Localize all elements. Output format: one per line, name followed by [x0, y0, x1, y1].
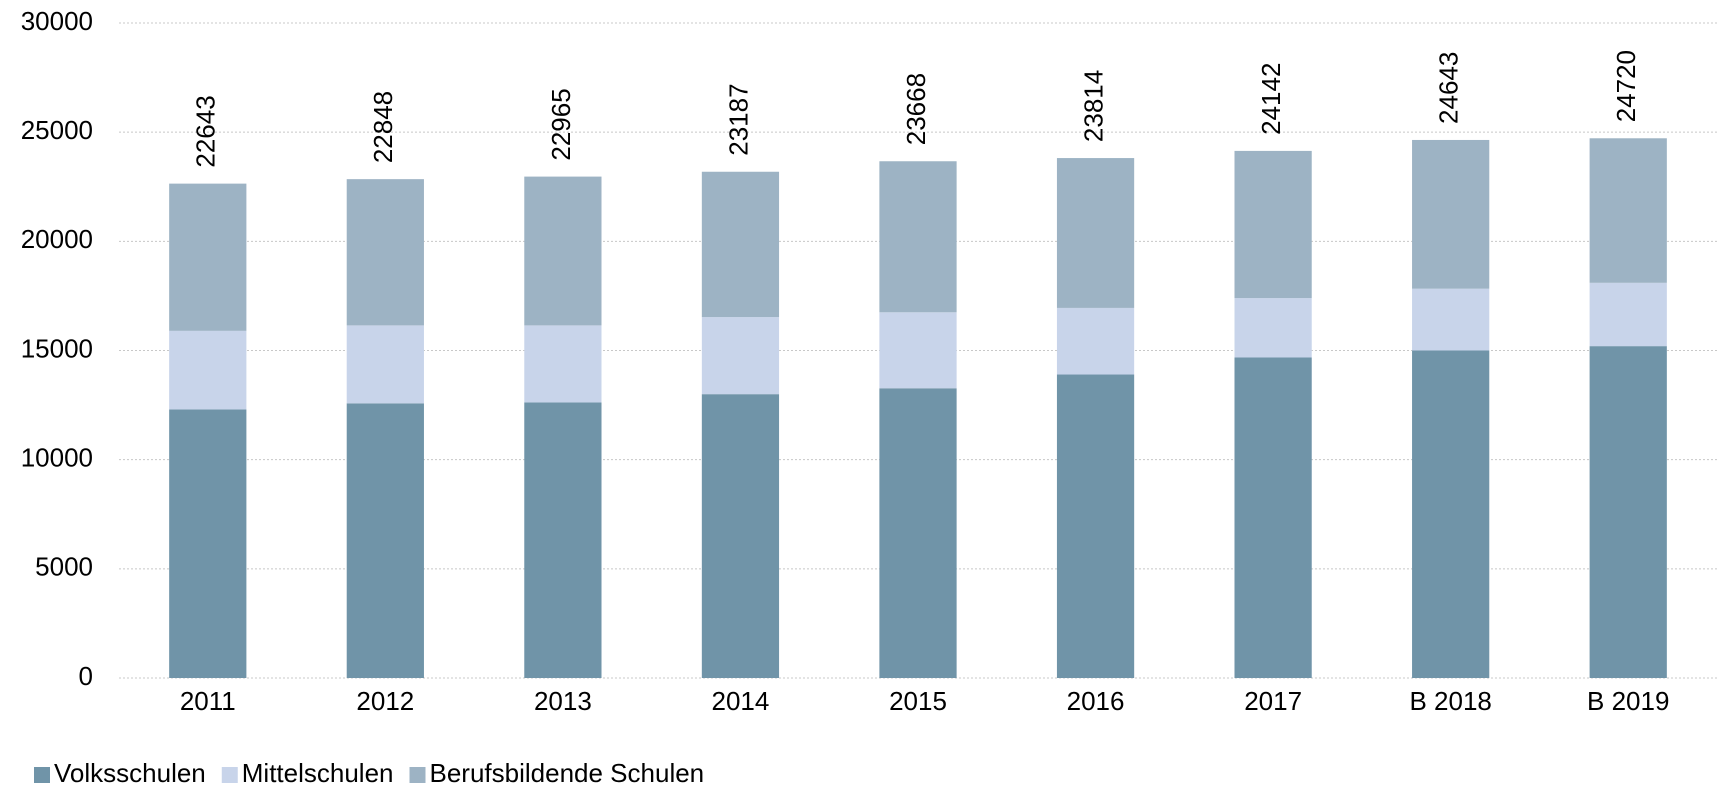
bar-segment	[1412, 350, 1490, 678]
legend-label: Mittelschulen	[242, 758, 394, 788]
y-tick-label: 15000	[21, 333, 93, 363]
bar-segment	[1412, 139, 1490, 289]
x-tick-label: B 2018	[1409, 686, 1491, 716]
y-tick-label: 0	[79, 661, 93, 691]
bar-segment	[346, 179, 424, 326]
legend-swatch	[409, 767, 426, 783]
bar-segment	[524, 176, 602, 326]
bar-segment	[524, 325, 602, 403]
bar-segment	[169, 330, 247, 410]
bar-segment	[1589, 282, 1667, 347]
total-label: 22848	[368, 91, 398, 163]
bar-segment	[1056, 158, 1135, 308]
bar-segment	[879, 388, 957, 678]
legend-swatch	[34, 767, 50, 783]
total-label: 24643	[1434, 52, 1464, 124]
total-label: 22643	[191, 95, 221, 167]
x-tick-label: 2015	[889, 686, 947, 716]
total-label: 23814	[1078, 70, 1108, 142]
bar-segment	[346, 403, 424, 678]
bar-segment	[1056, 374, 1135, 678]
y-tick-label: 20000	[21, 224, 93, 254]
x-tick-label: 2014	[712, 686, 770, 716]
total-label: 24720	[1611, 50, 1641, 122]
bar-segment	[1589, 138, 1667, 283]
legend-label: Berufsbildende Schulen	[430, 758, 705, 788]
bar-segment	[169, 183, 247, 331]
bar-segment	[1589, 346, 1667, 678]
total-label: 22965	[546, 88, 576, 160]
bar-segment	[879, 312, 957, 389]
bar-segment	[169, 409, 247, 678]
bar-segment	[524, 402, 602, 678]
bar-segment	[1234, 298, 1312, 358]
bar-segment	[701, 317, 780, 395]
legend-label: Volksschulen	[54, 758, 206, 788]
y-tick-label: 5000	[35, 552, 93, 582]
x-tick-label: 2017	[1244, 686, 1302, 716]
bar-segment	[879, 161, 957, 313]
bar-segment	[701, 171, 780, 318]
x-tick-label: 2013	[534, 686, 592, 716]
bar-segment	[1412, 288, 1490, 351]
total-label: 23187	[723, 83, 753, 155]
legend-swatch	[221, 767, 238, 783]
bar-segment	[1234, 357, 1312, 678]
total-label: 23668	[901, 73, 931, 145]
x-tick-label: 2011	[180, 686, 236, 716]
bar-segment	[346, 325, 424, 404]
y-tick-label: 30000	[21, 6, 93, 36]
bar-segment	[1234, 150, 1312, 299]
bar-segment	[701, 394, 780, 678]
x-tick-label: 2012	[356, 686, 414, 716]
bar-segment	[1056, 307, 1135, 375]
y-tick-label: 10000	[21, 443, 93, 473]
y-tick-label: 25000	[21, 115, 93, 145]
total-label: 24142	[1256, 63, 1286, 135]
x-tick-label: B 2019	[1587, 686, 1669, 716]
x-tick-label: 2016	[1067, 686, 1125, 716]
